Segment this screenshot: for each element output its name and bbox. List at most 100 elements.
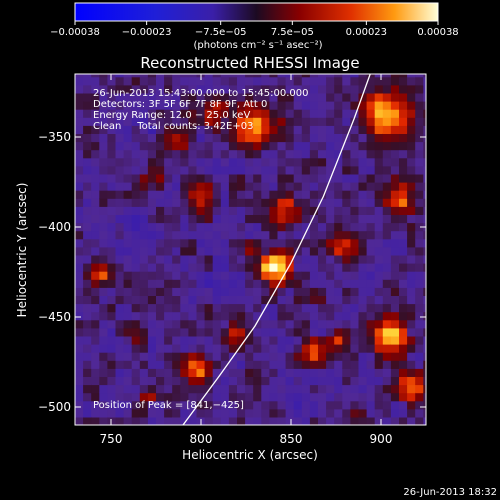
heatmap-cell (164, 84, 173, 94)
heatmap-cell (228, 149, 238, 159)
heatmap-cell (83, 190, 92, 199)
heatmap-cell (245, 84, 254, 94)
heatmap-cell (415, 352, 424, 361)
heatmap-cell (212, 287, 222, 296)
heatmap-cell (301, 117, 311, 126)
heatmap-cell (91, 125, 100, 134)
heatmap-cell (415, 214, 424, 224)
heatmap-cell (350, 360, 360, 369)
heatmap-cell (423, 74, 426, 78)
heatmap-cell (172, 222, 181, 232)
heatmap-cell (220, 92, 230, 102)
heatmap-cell (123, 271, 133, 280)
heatmap-cell (423, 84, 426, 94)
heatmap-cell (374, 335, 384, 345)
heatmap-cell (366, 344, 376, 353)
heatmap-cell (374, 368, 384, 377)
heatmap-cell (164, 92, 173, 102)
heatmap-cell (366, 173, 376, 183)
heatmap-cell (139, 157, 149, 167)
heatmap-cell (107, 303, 117, 313)
heatmap-cell (180, 400, 189, 410)
heatmap-cell (172, 84, 181, 94)
heatmap-cell (318, 271, 327, 280)
heatmap-cell (115, 230, 125, 240)
heatmap-cell (318, 141, 327, 151)
y-axis-label: Heliocentric Y (arcsec) (15, 183, 29, 318)
heatmap-cell (147, 263, 157, 272)
heatmap-cell (374, 165, 384, 175)
heatmap-cell (180, 368, 189, 377)
heatmap-cell (407, 384, 416, 394)
heatmap-cell (293, 182, 303, 191)
heatmap-cell (407, 101, 416, 110)
heatmap-cell (75, 157, 84, 167)
heatmap-cell (204, 352, 214, 361)
heatmap-cell (350, 352, 360, 361)
heatmap-cell (164, 74, 173, 78)
heatmap-cell (228, 157, 238, 167)
heatmap-cell (237, 117, 246, 126)
heatmap-cell (220, 149, 230, 159)
heatmap-cell (261, 335, 270, 345)
heatmap-cell (228, 92, 238, 102)
heatmap-cell (164, 335, 173, 345)
heatmap-cell (293, 335, 303, 345)
heatmap-cell (382, 400, 392, 410)
heatmap-cell (245, 238, 254, 248)
heatmap-cell (253, 246, 262, 256)
heatmap-cell (407, 173, 416, 183)
heatmap-cell (261, 222, 270, 232)
heatmap-cell (301, 92, 311, 102)
heatmap-cell (99, 222, 108, 232)
heatmap-cell (180, 76, 189, 86)
heatmap-cell (139, 392, 149, 402)
heatmap-cell (237, 109, 246, 118)
heatmap-cell (382, 279, 392, 288)
heatmap-cell (83, 254, 92, 264)
heatmap-cell (172, 352, 181, 361)
heatmap-cell (309, 190, 319, 199)
heatmap-cell (188, 416, 198, 425)
heatmap-cell (212, 303, 222, 313)
heatmap-cell (269, 198, 279, 207)
heatmap-cell (399, 84, 408, 94)
heatmap-cell (188, 254, 198, 264)
heatmap-cell (237, 133, 246, 143)
heatmap-cell (131, 344, 141, 353)
heatmap-cell (342, 157, 351, 167)
heatmap-cell (75, 92, 84, 102)
heatmap-cell (269, 74, 279, 78)
heatmap-cell (107, 222, 117, 232)
heatmap-cell (83, 392, 92, 402)
heatmap-cell (228, 384, 238, 394)
heatmap-cell (309, 319, 319, 329)
heatmap-cell (139, 319, 149, 329)
heatmap-cell (139, 368, 149, 377)
heatmap-cell (358, 74, 368, 78)
heatmap-cell (147, 271, 157, 280)
heatmap-cell (212, 246, 222, 256)
heatmap-cell (374, 74, 384, 78)
heatmap-cell (350, 408, 360, 418)
heatmap-cell (196, 254, 206, 264)
heatmap-cell (407, 182, 416, 191)
heatmap-cell (220, 416, 230, 425)
heatmap-cell (285, 271, 295, 280)
heatmap-cell (107, 263, 117, 272)
heatmap-cell (237, 327, 246, 337)
heatmap-cell (277, 400, 287, 410)
heatmap-cell (423, 125, 426, 134)
heatmap-cell (75, 254, 84, 264)
heatmap-cell (326, 254, 335, 264)
heatmap-cell (139, 400, 149, 410)
solar-limb-line (182, 74, 371, 425)
heatmap-cell (156, 335, 165, 345)
heatmap-cell (196, 246, 206, 256)
heatmap-cell (147, 238, 157, 248)
heatmap-cell (212, 392, 222, 402)
heatmap-cell (423, 254, 426, 264)
heatmap-cell (172, 279, 181, 288)
heatmap-cell (156, 214, 165, 224)
heatmap-cell (374, 214, 384, 224)
